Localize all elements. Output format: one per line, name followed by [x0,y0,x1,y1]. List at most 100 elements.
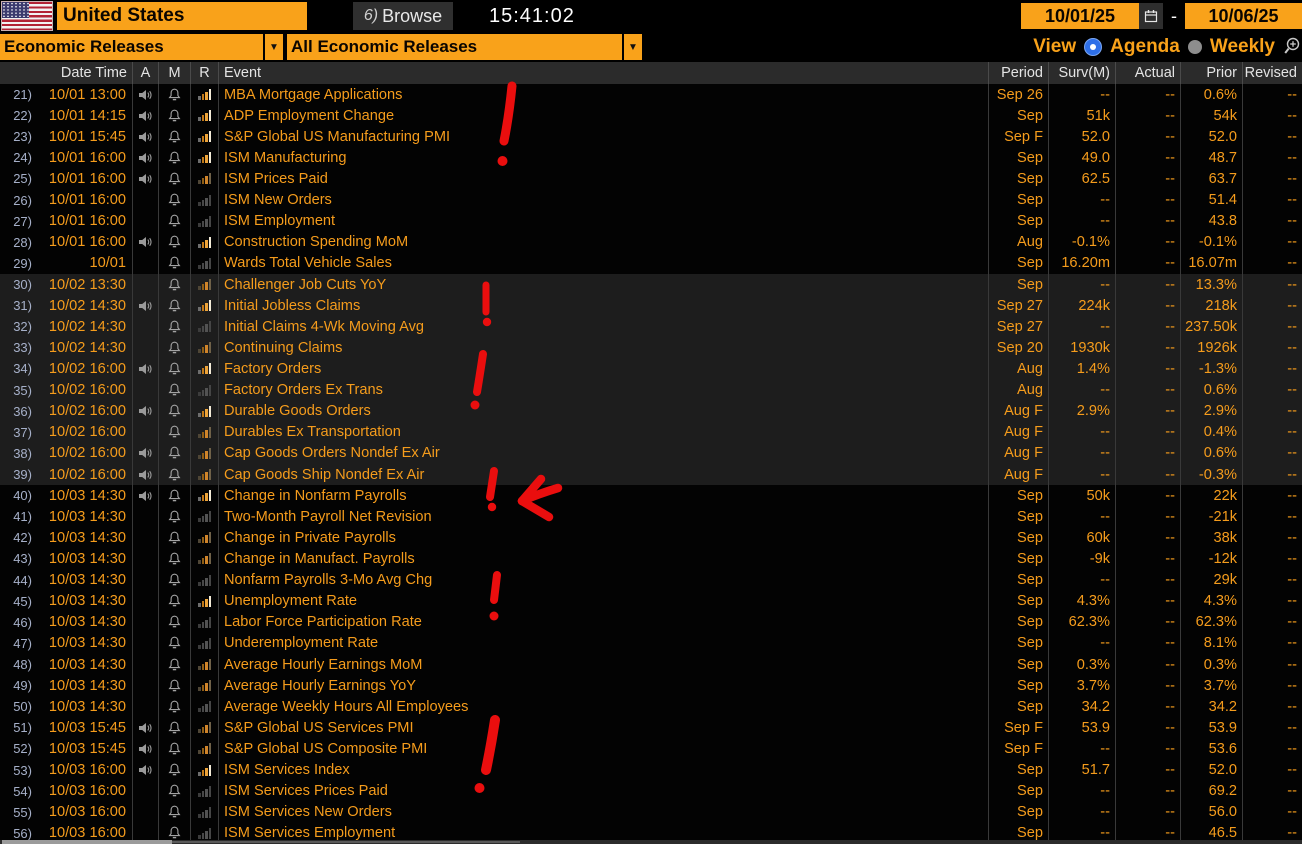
chart-cell[interactable] [190,463,218,486]
audio-cell[interactable] [132,421,158,443]
audio-cell[interactable] [132,506,158,528]
alert-cell[interactable] [158,400,190,422]
event-name[interactable]: S&P Global US Services PMI [218,717,988,739]
chart-cell[interactable] [190,801,218,823]
event-name[interactable]: ISM Manufacturing [218,147,988,169]
audio-cell[interactable] [132,801,158,823]
event-name[interactable]: Factory Orders [218,358,988,380]
table-row[interactable]: 31) 10/02 14:30 Initial Jobless Claims Sep … [0,295,1302,317]
alert-cell[interactable] [158,147,190,169]
alert-cell[interactable] [158,252,190,274]
audio-cell[interactable] [132,252,158,274]
audio-cell[interactable] [132,822,158,844]
horizontal-scrollbar[interactable] [0,840,1302,844]
chart-cell[interactable] [190,84,218,106]
chart-cell[interactable] [190,485,218,507]
table-row[interactable]: 56) 10/03 16:00 ISM Services Employment Sep… [0,822,1302,844]
audio-cell[interactable] [132,738,158,760]
alert-cell[interactable] [158,421,190,443]
table-row[interactable]: 45) 10/03 14:30 Unemployment Rate Sep 4.3% --… [0,590,1302,612]
chart-cell[interactable] [190,780,218,802]
table-row[interactable]: 54) 10/03 16:00 ISM Services Prices Paid Se… [0,780,1302,802]
chart-cell[interactable] [190,653,218,676]
event-name[interactable]: Continuing Claims [218,337,988,359]
event-name[interactable]: Durables Ex Transportation [218,421,988,443]
event-name[interactable]: Cap Goods Ship Nondef Ex Air [218,463,988,486]
table-row[interactable]: 40) 10/03 14:30 Change in Nonfarm Payrolls… [0,485,1302,507]
col-period[interactable]: Period [988,62,1048,84]
chart-cell[interactable] [190,611,218,633]
col-actual[interactable]: Actual [1115,62,1180,84]
audio-cell[interactable] [132,105,158,127]
region-selector[interactable]: United States [57,2,307,30]
alert-cell[interactable] [158,548,190,570]
calendar-button[interactable] [1139,3,1163,29]
event-name[interactable]: Cap Goods Orders Nondef Ex Air [218,442,988,464]
alert-cell[interactable] [158,675,190,697]
audio-cell[interactable] [132,675,158,697]
audio-cell[interactable] [132,189,158,211]
chart-cell[interactable] [190,506,218,528]
alert-cell[interactable] [158,189,190,211]
table-row[interactable]: 53) 10/03 16:00 ISM Services Index Sep 51.7-… [0,759,1302,781]
alert-cell[interactable] [158,632,190,654]
chart-cell[interactable] [190,231,218,253]
date-from-input[interactable]: 10/01/25 [1021,3,1139,29]
chart-cell[interactable] [190,590,218,612]
event-name[interactable]: ISM Services Prices Paid [218,780,988,802]
audio-cell[interactable] [132,485,158,507]
chart-cell[interactable] [190,421,218,443]
table-row[interactable]: 42) 10/03 14:30 Change in Private Payrolls… [0,527,1302,549]
chart-cell[interactable] [190,822,218,844]
table-row[interactable]: 35) 10/02 16:00 Factory Orders Ex Trans Aug… [0,379,1302,401]
chevron-down-icon[interactable]: ▼ [622,34,642,60]
table-row[interactable]: 29) 10/01 Wards Total Vehicle Sales Sep 16.2… [0,252,1302,274]
col-audio[interactable]: A [132,62,158,84]
table-row[interactable]: 38) 10/02 16:00 Cap Goods Orders Nondef Ex… [0,442,1302,464]
alert-cell[interactable] [158,801,190,823]
audio-cell[interactable] [132,400,158,422]
chart-cell[interactable] [190,252,218,274]
alert-cell[interactable] [158,506,190,528]
event-name[interactable]: Change in Nonfarm Payrolls [218,485,988,507]
table-row[interactable]: 34) 10/02 16:00 Factory Orders Aug 1.4% -- -1.… [0,358,1302,380]
audio-cell[interactable] [132,168,158,190]
chart-cell[interactable] [190,527,218,549]
event-name[interactable]: Change in Private Payrolls [218,527,988,549]
alert-cell[interactable] [158,653,190,676]
agenda-radio[interactable] [1187,40,1202,54]
audio-cell[interactable] [132,590,158,612]
alert-cell[interactable] [158,780,190,802]
chart-cell[interactable] [190,189,218,211]
view-radio-selected[interactable] [1084,38,1103,56]
release-type-dropdown[interactable]: Economic Releases ▼ [0,34,283,60]
alert-cell[interactable] [158,105,190,127]
alert-cell[interactable] [158,337,190,359]
alert-cell[interactable] [158,590,190,612]
col-datetime[interactable]: Date Time [60,65,127,81]
chart-cell[interactable] [190,738,218,760]
chart-cell[interactable] [190,273,218,296]
table-row[interactable]: 23) 10/01 15:45 S&P Global US Manufacturin… [0,126,1302,148]
chart-cell[interactable] [190,632,218,654]
col-chart[interactable]: R [190,62,218,84]
alert-cell[interactable] [158,295,190,317]
event-name[interactable]: Construction Spending MoM [218,231,988,253]
chart-cell[interactable] [190,400,218,422]
col-surv[interactable]: Surv(M) [1048,62,1115,84]
audio-cell[interactable] [132,295,158,317]
alert-cell[interactable] [158,358,190,380]
audio-cell[interactable] [132,717,158,739]
alert-cell[interactable] [158,379,190,401]
alert-cell[interactable] [158,717,190,739]
audio-cell[interactable] [132,611,158,633]
chart-cell[interactable] [190,147,218,169]
alert-cell[interactable] [158,126,190,148]
chart-cell[interactable] [190,759,218,781]
table-row[interactable]: 21) 10/01 13:00 MBA Mortgage Applications S… [0,84,1302,106]
alert-cell[interactable] [158,168,190,190]
event-name[interactable]: S&P Global US Composite PMI [218,738,988,760]
table-row[interactable]: 50) 10/03 14:30 Average Weekly Hours All E… [0,696,1302,718]
event-name[interactable]: Initial Claims 4-Wk Moving Avg [218,316,988,338]
event-name[interactable]: ISM Services New Orders [218,801,988,823]
